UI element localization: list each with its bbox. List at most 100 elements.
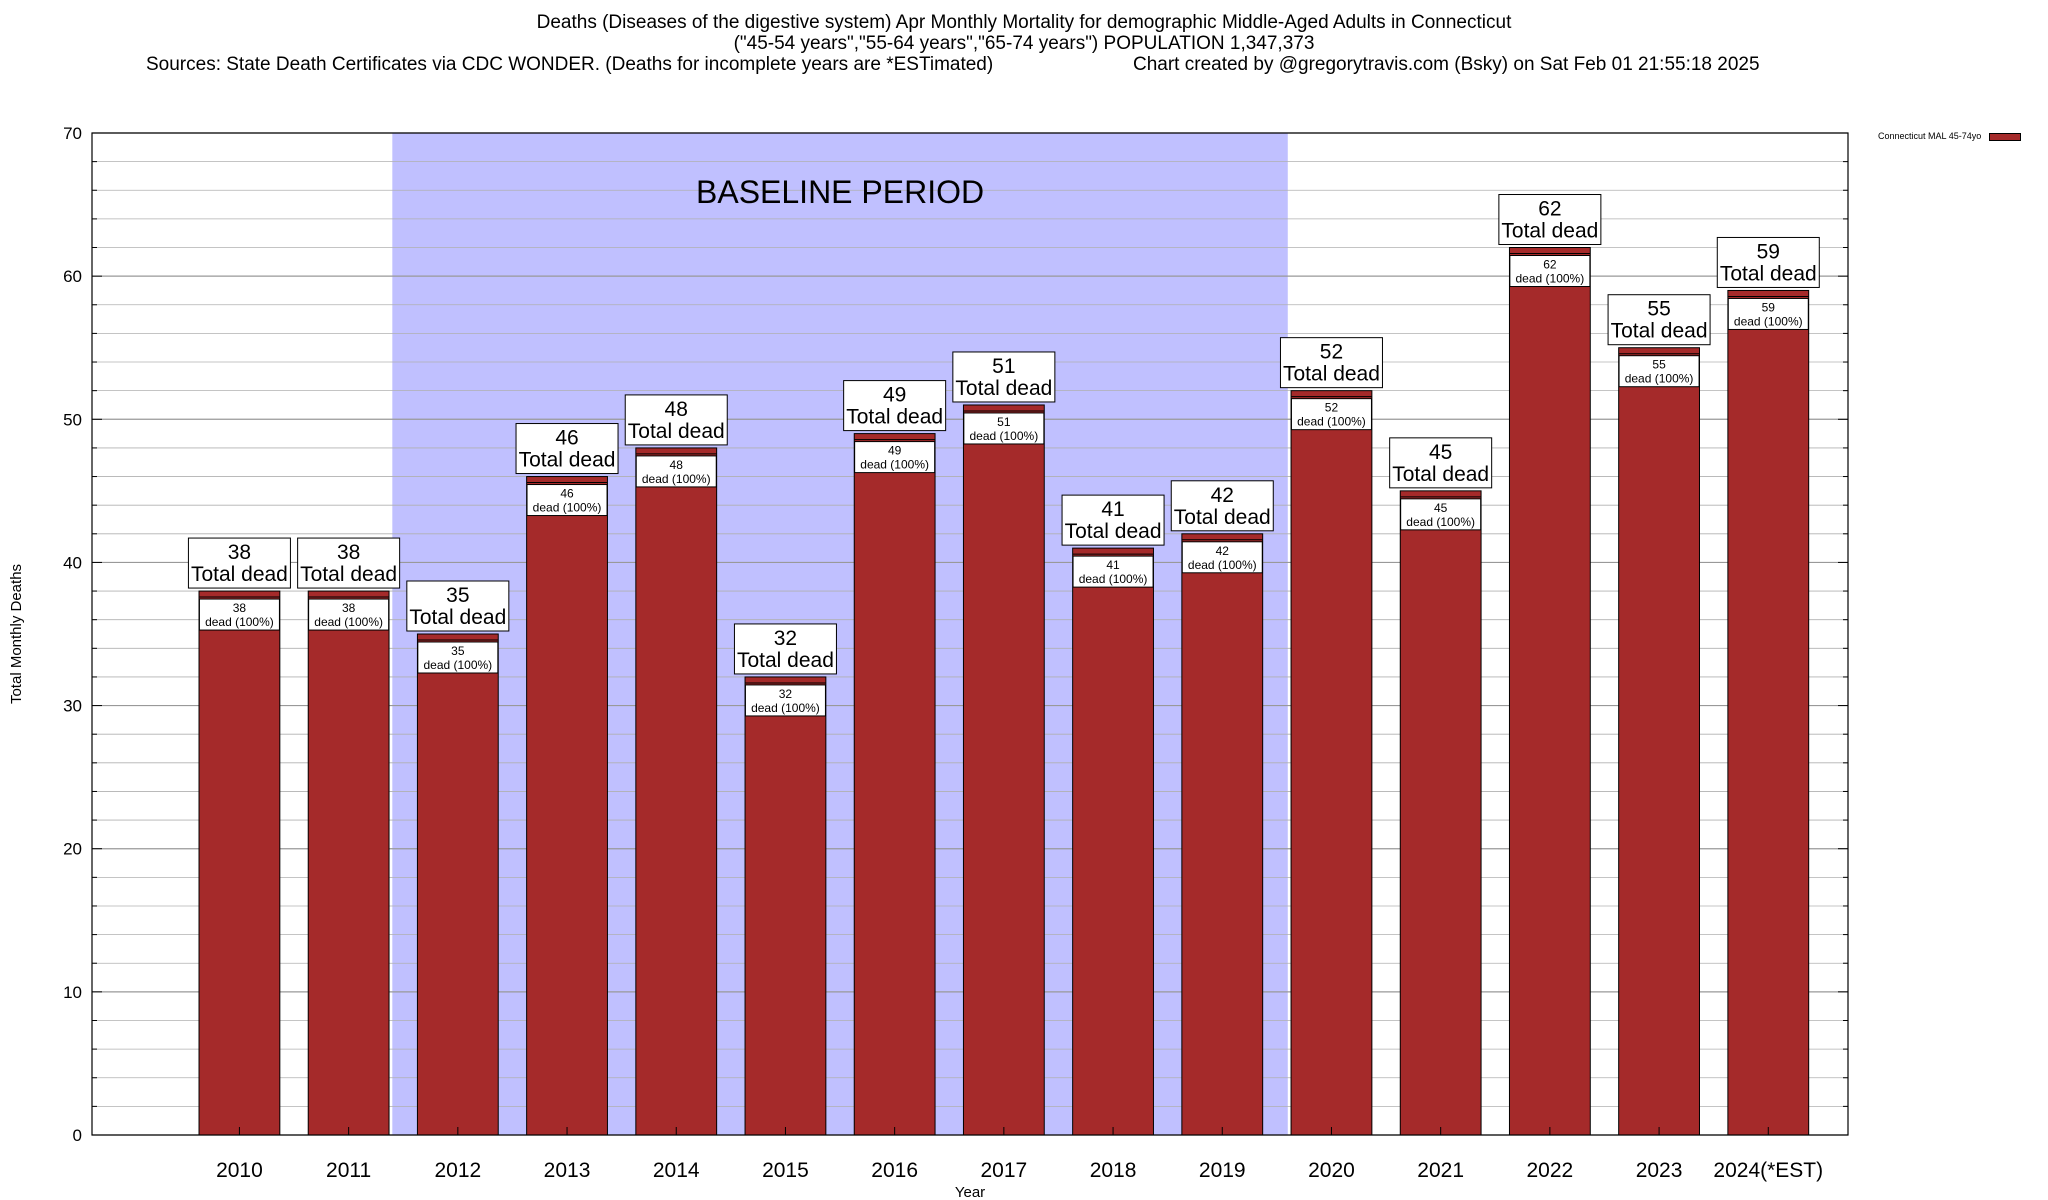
total-label-value: 55 [1647,298,1670,321]
total-label-text: Total dead [1501,220,1598,243]
inner-label-box [963,412,1045,445]
total-label-box [952,351,1056,403]
x-tick-label: 2021 [1417,1159,1464,1182]
x-tick-label: 2023 [1636,1159,1683,1182]
chart-subtitle: ("45-54 years","55-64 years","65-74 year… [733,33,1315,54]
inner-label-box [308,598,390,631]
inner-label-value: 38 [342,601,356,615]
legend-label: Connecticut MAL 45-74yo [1878,131,1982,141]
inner-label-text: dead (100%) [314,615,383,629]
inner-label-text: dead (100%) [1406,515,1475,529]
inner-label-box [1181,541,1263,574]
total-label-text: Total dead [191,563,288,586]
x-tick-label: 2013 [544,1159,591,1182]
inner-label-text: dead (100%) [1734,314,1803,328]
inner-label-text: dead (100%) [423,658,492,672]
inner-label-text: dead (100%) [969,429,1038,443]
x-axis-label: Year [955,1184,985,1200]
total-label-box [733,623,837,675]
total-label-box [1389,437,1493,489]
total-label-box [624,394,728,446]
x-tick-label: 2012 [434,1159,481,1182]
inner-label-box [854,441,936,474]
inner-label-box [1509,255,1591,288]
inner-label-text: dead (100%) [860,458,929,472]
inner-label-box [198,598,280,631]
total-label-value: 32 [774,627,797,650]
bar-2019 [1181,533,1264,1136]
inner-label-value: 45 [1434,501,1448,515]
inner-label-text: dead (100%) [1079,572,1148,586]
total-label-text: Total dead [1065,520,1162,543]
y-tick-label: 40 [63,553,82,572]
inner-label-box [1400,498,1482,531]
inner-label-text: dead (100%) [642,472,711,486]
inner-label-value: 46 [560,487,574,501]
x-tick-label: 2024(*EST) [1713,1159,1823,1182]
plot-frame [91,132,1849,1136]
total-label-box [187,537,291,589]
y-tick-label: 60 [63,267,82,286]
chart-sources: Sources: State Death Certificates via CD… [146,54,994,75]
x-tick-label: 2018 [1090,1159,1137,1182]
x-tick-label: 2014 [653,1159,700,1182]
inner-label-text: dead (100%) [1516,272,1585,286]
bar-2014 [635,447,718,1136]
legend: Connecticut MAL 45-74yo [1878,131,2022,141]
chart-title: Deaths (Diseases of the digestive system… [536,12,1512,33]
total-label-text: Total dead [1392,463,1489,486]
total-label-text: Total dead [409,606,506,629]
inner-label-value: 32 [779,687,793,701]
total-label-value: 35 [446,584,469,607]
total-label-box [1716,236,1820,288]
inner-label-box [1618,355,1700,388]
inner-label-box [635,455,717,488]
inner-label-value: 62 [1543,258,1557,272]
total-label-value: 51 [992,355,1015,378]
y-tick-label: 10 [63,983,82,1002]
x-tick-label: 2015 [762,1159,809,1182]
baseline-label: BASELINE PERIOD [696,174,984,210]
total-label-text: Total dead [1611,320,1708,343]
inner-label-box [417,641,499,674]
total-label-value: 38 [228,541,251,564]
total-label-text: Total dead [1283,363,1380,386]
total-label-value: 52 [1320,341,1343,364]
y-tick-label: 20 [63,840,82,859]
inner-label-value: 51 [997,415,1011,429]
x-tick-label: 2016 [871,1159,918,1182]
total-label-value: 59 [1757,240,1780,263]
bar-2021 [1399,490,1482,1136]
total-label-box [843,380,947,432]
inner-label-text: dead (100%) [533,501,602,515]
x-tick-label: 2011 [326,1159,371,1182]
x-tick-label: 2022 [1527,1159,1574,1182]
total-label-box [1061,494,1165,546]
bar-2024(*EST) [1727,289,1810,1136]
x-tick-label: 2020 [1308,1159,1355,1182]
inner-label-value: 48 [670,458,684,472]
inner-label-box [1727,297,1809,330]
inner-label-box [526,484,608,517]
total-label-box [297,537,401,589]
bar-2010 [198,590,281,1136]
y-tick-label: 50 [63,410,82,429]
x-tick-label: 2019 [1199,1159,1246,1182]
total-label-text: Total dead [846,406,943,429]
bar-2011 [307,590,390,1136]
total-label-text: Total dead [1720,262,1817,285]
y-tick-label: 30 [63,697,82,716]
bar-2017 [962,404,1045,1136]
total-label-box [406,580,510,632]
inner-label-text: dead (100%) [1297,415,1366,429]
bar-2020 [1290,390,1373,1136]
total-label-box [1607,294,1711,346]
inner-label-box [1072,555,1154,588]
y-tick-label: 70 [63,124,82,143]
bar-2018 [1072,547,1154,1136]
total-label-value: 41 [1101,498,1124,521]
total-label-value: 46 [555,427,578,450]
inner-label-value: 49 [888,444,902,458]
total-label-value: 48 [665,398,688,421]
total-label-box [1498,194,1602,246]
